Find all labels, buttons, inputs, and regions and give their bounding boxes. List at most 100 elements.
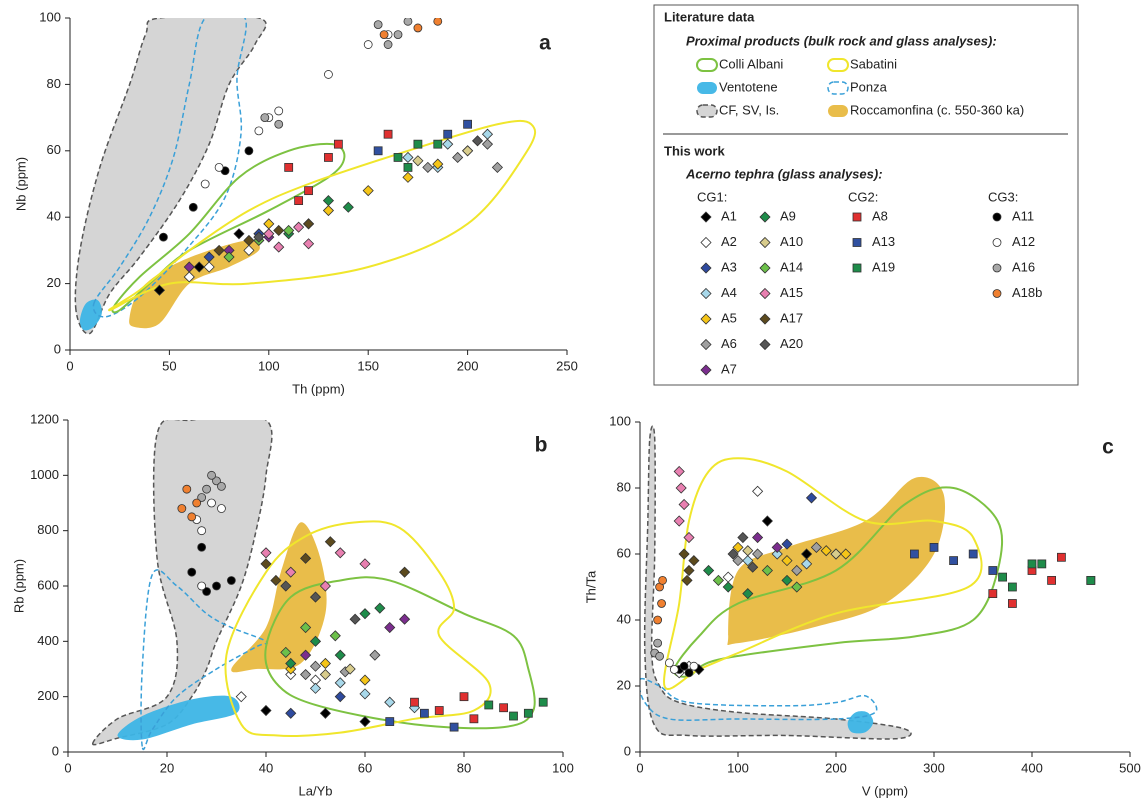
x-tick-label: 300 xyxy=(923,760,945,775)
point xyxy=(399,566,411,578)
point xyxy=(212,581,221,591)
point xyxy=(159,232,168,242)
point xyxy=(235,691,247,703)
point xyxy=(1086,576,1096,585)
legend-label: A9 xyxy=(780,208,796,223)
point xyxy=(481,138,494,150)
y-axis-label: Rb (ppm) xyxy=(11,559,26,613)
point xyxy=(319,657,331,670)
point xyxy=(655,651,664,661)
point xyxy=(214,162,224,172)
x-axis-label: V (ppm) xyxy=(862,783,908,798)
legend-marker xyxy=(700,236,712,249)
point xyxy=(207,498,216,508)
legend-section: This work xyxy=(664,143,725,158)
point xyxy=(410,697,419,707)
point xyxy=(1027,559,1037,569)
legend-label: A20 xyxy=(780,336,803,351)
point xyxy=(197,493,207,502)
y-axis-label: Th/Ta xyxy=(583,570,598,603)
x-tick-label: 100 xyxy=(727,760,749,775)
x-tick-label: 100 xyxy=(552,760,574,775)
legend-marker xyxy=(992,263,1002,273)
point xyxy=(319,668,331,681)
legend-marker xyxy=(700,338,712,351)
point xyxy=(673,515,685,527)
point xyxy=(968,549,978,559)
point xyxy=(678,498,690,511)
point xyxy=(801,558,813,570)
point xyxy=(202,587,212,596)
point xyxy=(679,661,689,671)
point xyxy=(385,717,395,726)
point xyxy=(1008,582,1017,592)
point xyxy=(324,70,333,79)
legend-group-title: CG1: xyxy=(697,189,727,204)
point xyxy=(294,196,304,206)
x-tick-label: 0 xyxy=(66,358,73,373)
point xyxy=(910,549,919,559)
y-tick-label: 400 xyxy=(37,633,59,648)
point xyxy=(402,171,414,183)
point xyxy=(300,649,312,661)
point xyxy=(359,608,371,620)
point xyxy=(373,20,383,30)
point xyxy=(402,151,414,164)
point xyxy=(737,531,749,544)
point xyxy=(1008,599,1017,608)
point xyxy=(193,261,205,273)
point xyxy=(403,162,413,172)
y-tick-label: 200 xyxy=(37,688,59,703)
point xyxy=(509,711,518,721)
point xyxy=(675,482,687,494)
x-tick-label: 20 xyxy=(160,760,174,775)
point xyxy=(393,30,403,39)
x-tick-label: 40 xyxy=(259,760,273,775)
point xyxy=(273,241,285,253)
point xyxy=(523,708,533,718)
y-tick-label: 0 xyxy=(624,743,631,758)
point xyxy=(781,574,793,586)
point xyxy=(471,135,484,147)
x-tick-label: 200 xyxy=(457,358,479,373)
legend-subtitle: Proximal products (bulk rock and glass a… xyxy=(686,33,997,48)
field xyxy=(727,476,946,646)
legend-marker xyxy=(700,287,712,300)
point xyxy=(988,589,998,598)
legend-marker xyxy=(852,263,862,273)
legend-label: A18b xyxy=(1012,285,1042,300)
field xyxy=(91,420,273,746)
point xyxy=(683,531,695,544)
point xyxy=(452,151,464,164)
point xyxy=(1047,576,1056,585)
point xyxy=(334,677,346,689)
point xyxy=(689,661,699,671)
x-tick-label: 250 xyxy=(556,358,578,373)
point xyxy=(434,706,444,715)
point xyxy=(949,556,958,565)
legend-label: A2 xyxy=(721,234,737,249)
point xyxy=(329,630,341,642)
legend-label: A13 xyxy=(872,234,895,249)
point xyxy=(319,580,331,592)
point xyxy=(188,202,198,212)
point xyxy=(771,548,783,560)
legend-marker xyxy=(700,313,712,325)
point xyxy=(761,564,773,577)
point xyxy=(217,481,226,491)
point xyxy=(484,700,494,710)
point xyxy=(213,244,225,256)
point xyxy=(309,682,322,694)
point xyxy=(752,548,764,560)
point xyxy=(688,555,700,567)
point xyxy=(302,238,315,250)
point xyxy=(399,613,411,625)
point xyxy=(197,542,207,552)
point xyxy=(722,581,734,593)
point xyxy=(302,218,315,230)
point xyxy=(742,545,754,557)
point xyxy=(182,484,192,494)
point xyxy=(334,691,346,703)
point xyxy=(433,18,443,26)
